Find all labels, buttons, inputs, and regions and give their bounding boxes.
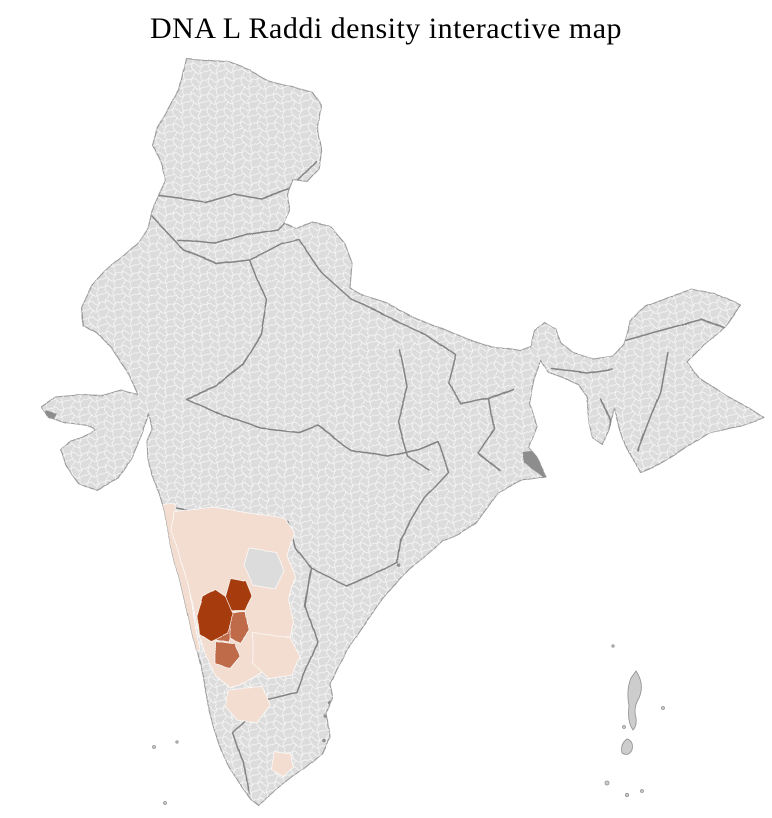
page-title: DNA L Raddi density interactive map	[149, 12, 623, 45]
density-medium-districts[interactable]	[207, 611, 250, 670]
kutch-islet	[44, 410, 58, 420]
district-low-tamilnadu[interactable]	[271, 751, 295, 778]
little-andaman-island[interactable]	[621, 738, 633, 755]
coast-urban-dot	[322, 738, 326, 742]
district-medium-2[interactable]	[227, 611, 250, 644]
island-dot	[175, 740, 179, 744]
district-no-data-hole[interactable]	[244, 547, 286, 591]
island-dot	[611, 644, 615, 648]
island-dot	[163, 801, 167, 805]
district-low-east-lobe[interactable]	[251, 631, 301, 681]
district-low-south-lobe[interactable]	[225, 687, 273, 725]
island-dot	[640, 789, 644, 793]
coast-urban-dot	[396, 563, 400, 567]
coast-urban-dot	[190, 651, 194, 655]
district-high-1[interactable]	[195, 589, 234, 641]
density-high-districts[interactable]	[195, 578, 254, 641]
lakshadweep-islands[interactable]	[152, 740, 179, 805]
andaman-nicobar-islands[interactable]	[604, 644, 665, 798]
coast-urban-dot	[324, 714, 328, 718]
state-borders	[151, 161, 729, 794]
island-dot	[661, 706, 665, 710]
island-dot	[604, 780, 610, 786]
island-dot	[622, 725, 626, 729]
district-medium-3[interactable]	[212, 639, 240, 670]
island-dot	[152, 745, 156, 749]
island-dot	[625, 793, 630, 798]
district-high-2[interactable]	[225, 578, 254, 612]
andaman-island[interactable]	[627, 670, 642, 731]
